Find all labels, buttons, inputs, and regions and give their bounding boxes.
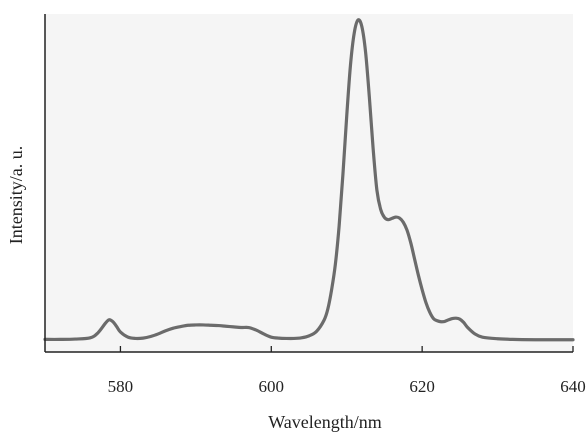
- x-tick-label-580: 580: [108, 377, 134, 396]
- x-axis-ticks: 580 600 620 640: [108, 346, 586, 396]
- emission-spectrum-line: [43, 18, 575, 342]
- x-tick-label-640: 640: [560, 377, 586, 396]
- x-axis-title: Wavelength/nm: [268, 412, 382, 432]
- plot-area: [45, 14, 573, 352]
- x-tick-label-600: 600: [259, 377, 285, 396]
- y-axis-title: Intensity/a. u.: [6, 146, 26, 244]
- x-tick-label-620: 620: [409, 377, 435, 396]
